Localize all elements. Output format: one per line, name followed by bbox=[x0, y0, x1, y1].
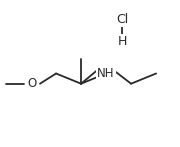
Text: O: O bbox=[27, 77, 37, 90]
Text: NH: NH bbox=[97, 67, 115, 80]
Text: H: H bbox=[118, 35, 127, 48]
Text: Cl: Cl bbox=[116, 13, 128, 26]
